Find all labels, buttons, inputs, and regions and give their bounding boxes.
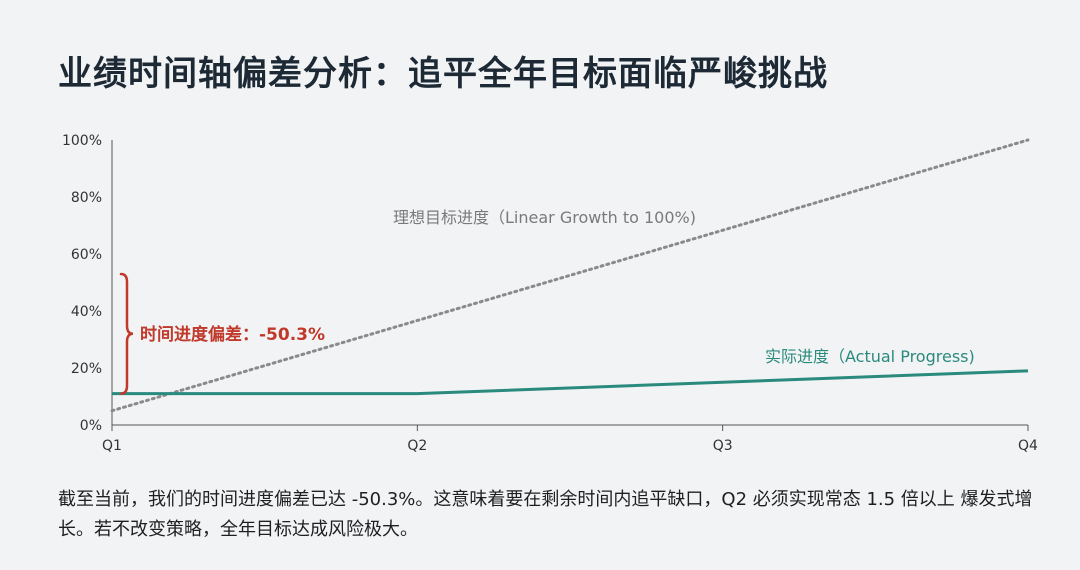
summary-text: 截至当前，我们的时间进度偏差已达 -50.3%。这意味着要在剩余时间内追平缺口，… (58, 489, 1033, 540)
gap-brace (119, 272, 134, 395)
x-tick-label: Q1 (102, 438, 122, 454)
gap-annotation-label: 时间进度偏差：-50.3% (140, 324, 325, 345)
y-tick-label: 60% (71, 247, 102, 263)
page-title: 业绩时间轴偏差分析：追平全年目标面临严峻挑战 (58, 54, 828, 94)
y-tick-label: 20% (71, 361, 102, 377)
actual-progress-label: 实际进度（Actual Progress) (765, 347, 975, 366)
x-tick-label: Q3 (713, 438, 733, 454)
actual-progress-line (112, 369, 1029, 396)
progress-line-chart: 0% 20% 40% 60% 80% 100% Q1 Q2 Q3 Q4 理想目标进度（Linear … (62, 133, 1038, 454)
x-tick-label: Q4 (1018, 438, 1038, 454)
ideal-progress-label: 理想目标进度（Linear Growth to 100%) (393, 208, 696, 227)
y-tick-label: 40% (71, 304, 102, 320)
y-tick-label: 80% (71, 190, 102, 206)
y-tick-label: 0% (80, 418, 102, 434)
x-tick-label: Q2 (407, 438, 427, 454)
y-tick-label: 100% (62, 133, 102, 149)
ideal-progress-line (110, 138, 1030, 413)
